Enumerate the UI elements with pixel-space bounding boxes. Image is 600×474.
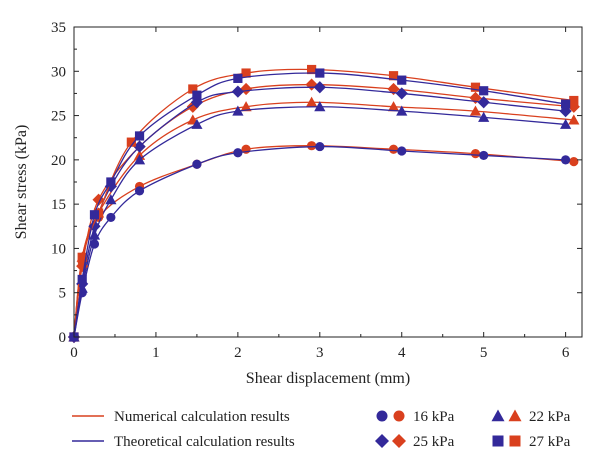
legend-marker-theoretical-3 xyxy=(492,435,504,447)
data-point-16-kpa-numerical xyxy=(388,144,399,154)
x-tick-label: 5 xyxy=(480,345,488,361)
legend-marker-theoretical-1 xyxy=(491,409,505,422)
data-point-25-kpa-theoretical xyxy=(231,85,244,98)
data-point-22-kpa-theoretical xyxy=(191,118,203,129)
x-tick-label: 2 xyxy=(234,345,242,361)
data-point-16-kpa-theoretical xyxy=(397,146,407,156)
data-point-27-kpa-numerical xyxy=(388,71,399,81)
data-point-22-kpa-theoretical xyxy=(314,101,326,112)
series-line-27-kpa-theoretical xyxy=(73,72,566,338)
data-point-27-kpa-theoretical xyxy=(397,75,407,85)
legend-load-27-label: 27 kPa xyxy=(529,434,571,450)
data-point-22-kpa-theoretical xyxy=(133,154,146,165)
data-point-27-kpa-numerical xyxy=(470,82,481,92)
data-point-25-kpa-numerical xyxy=(76,260,89,273)
series-line-22-kpa-numerical xyxy=(73,101,574,338)
data-point-25-kpa-numerical xyxy=(305,78,318,91)
data-point-25-kpa-theoretical xyxy=(477,96,490,109)
data-point-16-kpa-theoretical xyxy=(479,150,489,161)
data-point-22-kpa-numerical xyxy=(568,114,580,125)
legend-theoretical-label: Theoretical calculation results xyxy=(114,434,295,450)
series-line-22-kpa-theoretical xyxy=(73,106,566,338)
x-tick-label: 4 xyxy=(398,345,406,361)
x-tick-label: 6 xyxy=(562,345,570,361)
plot-area xyxy=(67,64,580,344)
axes: Shear displacement (mm) Shear stress (kP… xyxy=(13,20,583,387)
data-point-16-kpa-theoretical xyxy=(561,155,571,165)
legend-marker-numerical-0 xyxy=(393,410,405,422)
legend-numerical-label: Numerical calculation results xyxy=(114,409,290,425)
y-tick-label: 0 xyxy=(59,330,67,346)
y-tick-label: 35 xyxy=(51,20,66,36)
legend: Numerical calculation results Theoretica… xyxy=(72,409,571,450)
legend-marker-theoretical-2 xyxy=(375,434,389,448)
data-point-16-kpa-numerical xyxy=(569,157,579,167)
y-axis-title: Shear stress (kPa) xyxy=(13,125,30,240)
data-point-27-kpa-numerical xyxy=(126,137,136,147)
data-point-22-kpa-theoretical xyxy=(560,118,572,129)
x-tick-label: 3 xyxy=(316,345,324,361)
y-tick-label: 30 xyxy=(51,64,66,80)
x-tick-label: 1 xyxy=(152,345,160,361)
data-point-27-kpa-numerical xyxy=(241,68,251,78)
data-point-22-kpa-numerical xyxy=(240,101,252,112)
data-point-16-kpa-theoretical xyxy=(315,141,325,152)
data-point-27-kpa-numerical xyxy=(569,95,579,106)
legend-marker-numerical-1 xyxy=(508,409,522,422)
legend-marker-theoretical-0 xyxy=(376,410,388,422)
y-tick-label: 25 xyxy=(51,109,66,125)
data-point-25-kpa-theoretical xyxy=(313,81,326,94)
data-point-16-kpa-theoretical xyxy=(192,159,202,169)
legend-marker-numerical-2 xyxy=(392,434,406,448)
data-point-27-kpa-theoretical xyxy=(192,90,202,100)
legend-load-22-label: 22 kPa xyxy=(529,409,571,425)
data-point-22-kpa-numerical xyxy=(306,96,318,107)
data-point-27-kpa-numerical xyxy=(188,84,198,94)
series-line-25-kpa-theoretical xyxy=(73,86,566,338)
data-point-22-kpa-numerical xyxy=(387,101,400,112)
data-point-27-kpa-numerical xyxy=(77,252,87,262)
data-point-27-kpa-theoretical xyxy=(77,274,87,285)
data-point-27-kpa-numerical xyxy=(307,64,317,75)
data-point-25-kpa-theoretical xyxy=(133,140,146,153)
data-point-16-kpa-theoretical xyxy=(233,148,243,158)
series-line-16-kpa-theoretical xyxy=(73,145,566,338)
y-tick-label: 15 xyxy=(51,197,66,213)
data-point-25-kpa-numerical xyxy=(387,82,400,96)
legend-marker-numerical-3 xyxy=(509,435,521,447)
data-point-16-kpa-numerical xyxy=(307,141,317,151)
data-point-25-kpa-theoretical xyxy=(395,87,408,100)
data-point-22-kpa-numerical xyxy=(469,105,482,116)
y-tick-label: 10 xyxy=(51,241,66,257)
data-point-22-kpa-theoretical xyxy=(105,194,117,205)
legend-load-16-label: 16 kPa xyxy=(413,409,455,425)
data-point-16-kpa-theoretical xyxy=(106,212,116,223)
data-point-22-kpa-theoretical xyxy=(232,105,244,116)
legend-load-25-label: 25 kPa xyxy=(413,434,455,450)
data-point-27-kpa-theoretical xyxy=(134,131,145,141)
data-point-27-kpa-theoretical xyxy=(561,99,571,109)
data-point-27-kpa-theoretical xyxy=(89,210,100,220)
data-point-27-kpa-theoretical xyxy=(479,86,489,96)
data-point-22-kpa-theoretical xyxy=(478,111,490,122)
data-point-22-kpa-theoretical xyxy=(396,105,408,116)
x-axis-title: Shear displacement (mm) xyxy=(246,370,410,387)
data-point-16-kpa-numerical xyxy=(470,149,481,159)
y-tick-label: 20 xyxy=(51,153,66,169)
y-tick-label: 5 xyxy=(59,286,67,302)
data-point-27-kpa-theoretical xyxy=(233,73,243,83)
data-point-27-kpa-theoretical xyxy=(106,177,116,187)
series-line-16-kpa-numerical xyxy=(73,145,574,338)
data-point-16-kpa-theoretical xyxy=(134,186,145,196)
data-point-27-kpa-theoretical xyxy=(315,68,325,78)
x-tick-label: 0 xyxy=(70,345,78,361)
